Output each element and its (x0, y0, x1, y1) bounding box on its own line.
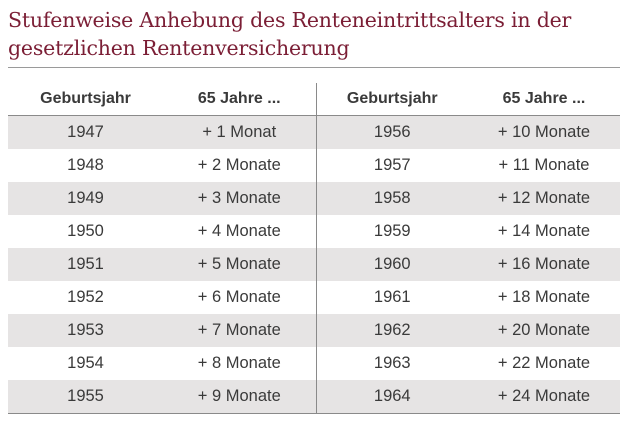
table-row: 1947 + 1 Monat 1956 + 10 Monate (8, 115, 620, 149)
birth-year-cell: 1949 (8, 182, 163, 215)
increase-cell: + 6 Monate (163, 281, 317, 314)
increase-cell: + 2 Monate (163, 149, 317, 182)
birth-year-cell: 1951 (8, 248, 163, 281)
birth-year-cell: 1948 (67, 156, 104, 174)
table-row: 1948 + 2 Monate 1957 + 11 Monate (8, 149, 620, 182)
increase-cell: + 7 Monate (163, 314, 317, 347)
increase-cell: + 11 Monate (498, 156, 590, 174)
birth-year-cell: 1955 (8, 380, 163, 414)
table-title: Stufenweise Anhebung des Renteneintritts… (8, 6, 620, 62)
increase-cell: + 16 Monate (468, 248, 620, 281)
birth-year-cell: 1957 (373, 156, 411, 174)
birth-year-cell: 1962 (316, 314, 468, 347)
increase-cell: + 3 Monate (163, 182, 317, 215)
table-row: 1952 + 6 Monate 1961 + 18 Monate (8, 281, 620, 314)
birth-year-cell: 1960 (316, 248, 468, 281)
title-line-2: gesetzlichen Rentenversicherung (8, 36, 350, 60)
table-row: 1955 + 9 Monate 1964 + 24 Monate (8, 380, 620, 414)
birth-year-cell: 1947 (8, 115, 163, 149)
increase-cell: + 12 Monate (468, 182, 620, 215)
birth-year-cell: 1952 (67, 288, 104, 306)
header-birth-year-left: Geburtsjahr (8, 83, 163, 116)
increase-cell: + 8 Monate (163, 347, 317, 380)
increase-cell: + 18 Monate (497, 288, 591, 306)
table-row: 1949 + 3 Monate 1958 + 12 Monate (8, 182, 620, 215)
header-age-left: 65 Jahre ... (163, 83, 317, 116)
increase-cell: + 24 Monate (468, 380, 620, 414)
table-row: 1953 + 7 Monate 1962 + 20 Monate (8, 314, 620, 347)
birth-year-cell: 1961 (373, 288, 411, 306)
header-row: Geburtsjahr 65 Jahre ... Geburtsjahr 65 … (8, 83, 620, 116)
increase-cell: + 10 Monate (468, 115, 620, 149)
increase-cell: + 22 Monate (497, 354, 591, 372)
birth-year-cell: 1956 (316, 115, 468, 149)
increase-cell: + 1 Monat (163, 115, 317, 149)
table-row: 1951 + 5 Monate 1960 + 16 Monate (8, 248, 620, 281)
title-line-1: Stufenweise Anhebung des Renteneintritts… (8, 8, 572, 32)
retirement-age-table: Geburtsjahr 65 Jahre ... Geburtsjahr 65 … (8, 83, 620, 414)
increase-cell: + 4 Monate (163, 215, 317, 248)
birth-year-cell: 1950 (67, 222, 104, 240)
increase-cell: + 5 Monate (163, 248, 317, 281)
birth-year-cell: 1953 (8, 314, 163, 347)
increase-cell: + 20 Monate (468, 314, 620, 347)
birth-year-cell: 1954 (67, 354, 104, 372)
table-row: 1950 + 4 Monate 1959 + 14 Monate (8, 215, 620, 248)
birth-year-cell: 1964 (316, 380, 468, 414)
increase-cell: + 9 Monate (163, 380, 317, 414)
title-divider (8, 67, 620, 68)
header-age-right: 65 Jahre ... (468, 83, 620, 116)
table-row: 1954 + 8 Monate 1963 + 22 Monate (8, 347, 620, 380)
header-birth-year-right: Geburtsjahr (316, 83, 468, 116)
birth-year-cell: 1959 (373, 222, 411, 240)
birth-year-cell: 1958 (316, 182, 468, 215)
increase-cell: + 14 Monate (497, 222, 591, 240)
birth-year-cell: 1963 (373, 354, 411, 372)
